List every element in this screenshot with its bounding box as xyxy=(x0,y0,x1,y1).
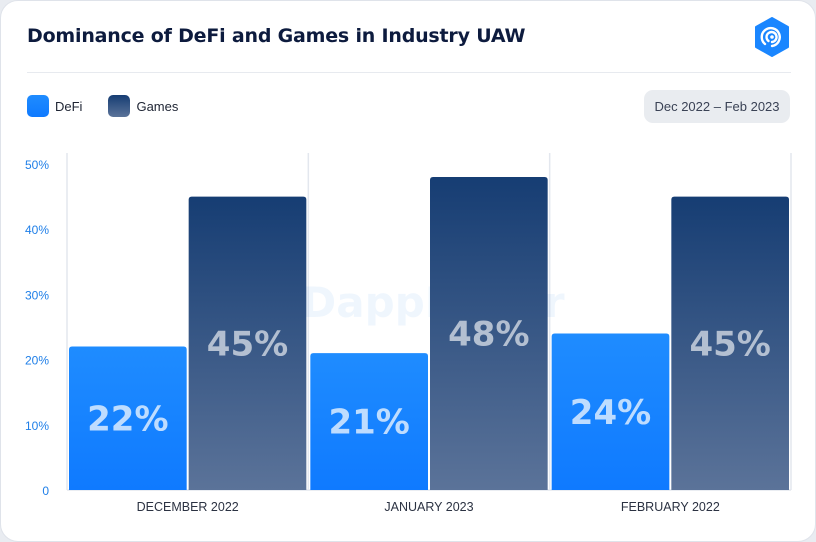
y-tick-label: 50% xyxy=(25,158,49,172)
bar-value-label-games: 45% xyxy=(689,324,770,364)
legend-swatch-defi xyxy=(27,95,49,117)
legend-item-games: Games xyxy=(108,95,178,117)
y-tick-label: 30% xyxy=(25,288,49,302)
legend-label-games: Games xyxy=(136,98,179,114)
dappradar-logo-icon xyxy=(755,17,789,57)
chart-title: Dominance of DeFi and Games in Industry … xyxy=(27,25,526,47)
bar-defi xyxy=(69,346,187,490)
bar-value-label-defi: 24% xyxy=(570,393,651,433)
bar-value-label-defi: 22% xyxy=(87,399,168,439)
bar-value-label-games: 48% xyxy=(448,315,529,355)
bar-games xyxy=(188,196,307,490)
x-tick-label: DECEMBER 2022 xyxy=(137,500,239,514)
y-tick-label: 0 xyxy=(42,484,49,498)
bar-value-label-defi: 21% xyxy=(328,403,409,443)
y-tick-label: 40% xyxy=(25,223,49,237)
x-tick-label: JANUARY 2023 xyxy=(384,500,473,514)
chart-legend: DeFi Games xyxy=(27,95,204,117)
bar-defi xyxy=(551,333,670,490)
y-tick-label: 10% xyxy=(25,419,49,433)
y-tick-label: 20% xyxy=(25,354,49,368)
bar-games xyxy=(430,177,548,491)
bar-defi xyxy=(310,353,428,490)
header-divider xyxy=(27,72,791,73)
bar-games xyxy=(671,196,789,490)
legend-swatch-games xyxy=(108,95,131,117)
bar-value-label-games: 45% xyxy=(207,324,288,364)
legend-label-defi: DeFi xyxy=(55,98,83,114)
date-range-badge: Dec 2022 – Feb 2023 xyxy=(644,90,790,123)
x-tick-label: FEBRUARY 2022 xyxy=(621,500,720,514)
legend-item-defi: DeFi xyxy=(27,95,82,117)
